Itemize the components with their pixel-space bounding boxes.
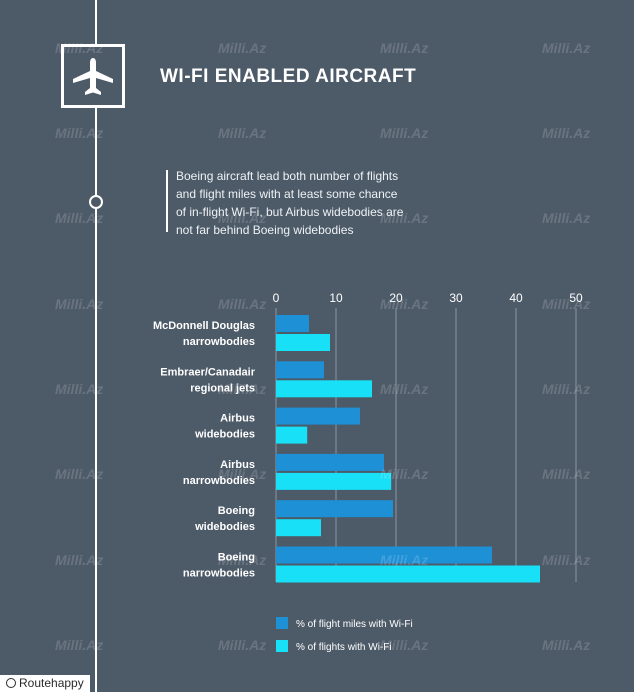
category-label: McDonnell Douglas [153,320,255,332]
category-label: widebodies [194,429,255,441]
category-label: narrowbodies [183,475,255,487]
bar [276,546,492,564]
watermark: Milli.Az [380,125,429,141]
watermark: Milli.Az [380,637,429,653]
category-label: Boeing [218,552,255,564]
legend-swatch [276,617,288,629]
bar [276,472,392,490]
x-tick-label: 0 [273,291,280,305]
watermark: Milli.Az [218,125,267,141]
legend-label: % of flights with Wi-Fi [296,642,392,653]
brand-badge: Routehappy [0,675,90,692]
watermark: Milli.Az [542,381,591,397]
description-accent-bar [166,170,168,232]
bar [276,519,321,537]
watermark: Milli.Az [55,40,104,56]
watermark: Milli.Az [380,210,429,226]
watermark: Milli.Az [380,40,429,56]
x-tick-label: 30 [449,291,463,305]
watermark: Milli.Az [542,125,591,141]
bar [276,500,393,518]
bar [276,315,309,332]
description-line: and flight miles with at least some chan… [176,187,398,201]
legend-swatch [276,640,288,652]
timeline-line [95,0,97,692]
airplane-icon [73,58,113,95]
timeline-dot [89,195,103,209]
category-label: Embraer/Canadair [160,366,255,378]
brand-name: Routehappy [19,676,84,690]
watermark: Milli.Az [380,296,429,312]
watermark: Milli.Az [55,552,104,568]
bar [276,407,360,425]
brand-logo-icon [6,678,16,688]
x-tick-label: 50 [569,291,583,305]
category-label: narrowbodies [183,336,255,348]
airplane-icon-box [61,44,125,108]
x-tick-label: 20 [389,291,403,305]
watermark: Milli.Az [542,296,591,312]
watermark: Milli.Az [55,296,104,312]
category-label: Boeing [218,505,255,517]
watermark: Milli.Az [218,381,267,397]
description-line: of in-flight Wi-Fi, but Airbus widebodie… [176,205,404,219]
category-label: widebodies [194,521,255,533]
watermark: Milli.Az [542,552,591,568]
bar [276,361,324,379]
watermark: Milli.Az [542,40,591,56]
x-tick-label: 40 [509,291,523,305]
bar [276,380,372,398]
category-label: Airbus [220,459,255,471]
legend-label: % of flight miles with Wi-Fi [296,619,413,630]
watermark: Milli.Az [380,552,429,568]
watermark: Milli.Az [55,125,104,141]
description-line: Boeing aircraft lead both number of flig… [176,169,399,183]
bar [276,453,384,471]
watermark: Milli.Az [380,466,429,482]
description-line: not far behind Boeing widebodies [176,223,354,237]
watermark: Milli.Az [542,637,591,653]
watermark: Milli.Az [55,381,104,397]
bar [276,334,330,351]
watermark: Milli.Az [542,210,591,226]
x-tick-label: 10 [329,291,343,305]
page-title: WI-FI ENABLED AIRCRAFT [160,66,417,87]
bar [276,565,540,583]
watermark: Milli.Az [218,466,267,482]
watermark: Milli.Az [380,381,429,397]
watermark: Milli.Az [55,210,104,226]
category-label: narrowbodies [183,568,255,580]
category-label: Airbus [220,413,255,425]
watermark: Milli.Az [218,637,267,653]
watermark: Milli.Az [218,210,267,226]
chart-description: Boeing aircraft lead both number of flig… [176,167,436,239]
watermark: Milli.Az [218,40,267,56]
watermark: Milli.Az [55,466,104,482]
watermark: Milli.Az [218,296,267,312]
watermark: Milli.Az [218,552,267,568]
bar [276,426,308,444]
watermark: Milli.Az [542,466,591,482]
watermark: Milli.Az [55,637,104,653]
category-label: regional jets [190,382,255,394]
